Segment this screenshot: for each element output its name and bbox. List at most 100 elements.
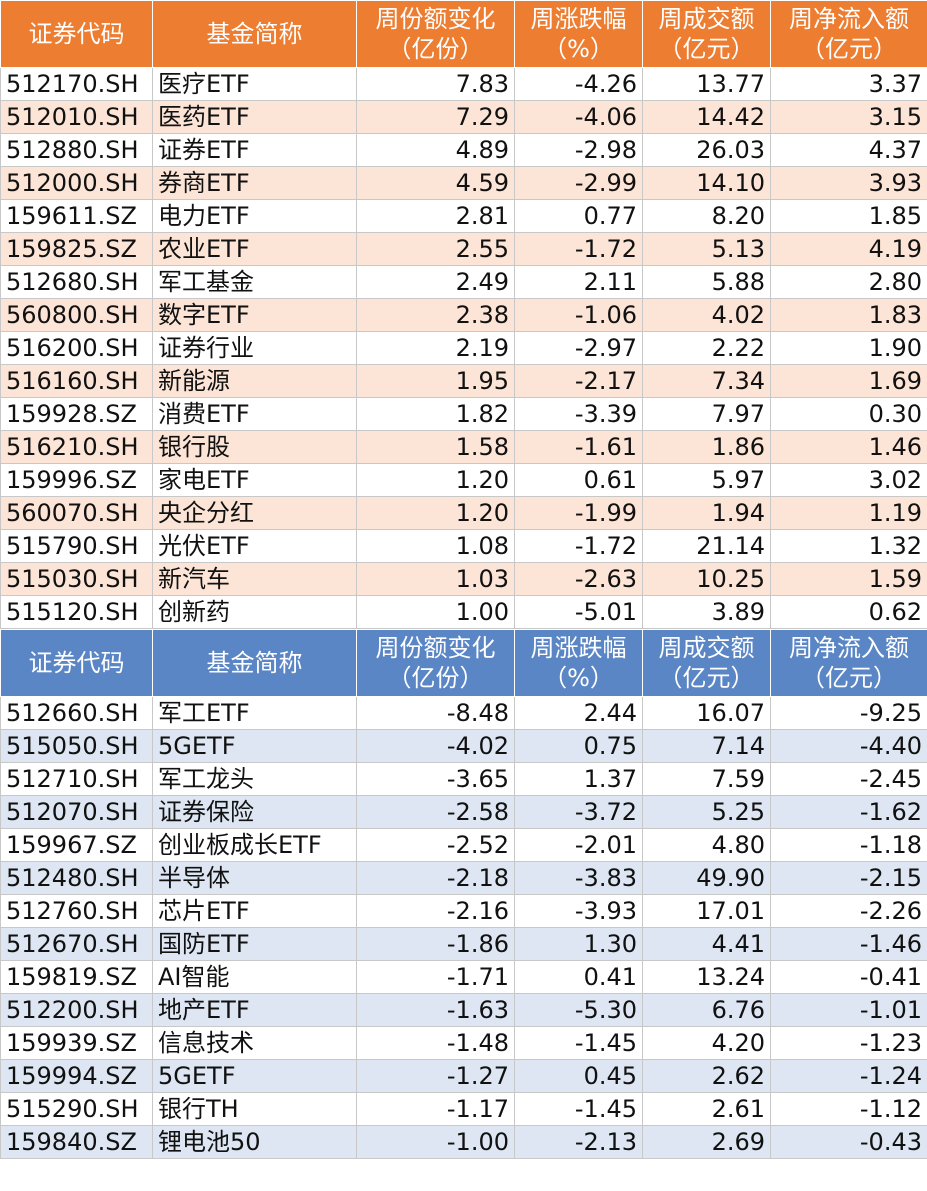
cell-share-change[interactable]: 1.58 [356, 430, 515, 464]
cell-net-inflow[interactable]: 4.37 [770, 133, 927, 167]
cell-net-inflow[interactable]: 1.59 [770, 562, 927, 596]
cell-share-change[interactable]: 2.49 [356, 265, 515, 299]
table-row[interactable]: 159825.SZ 农业ETF 2.55 -1.72 5.13 4.19 [0, 232, 927, 266]
cell-net-inflow[interactable]: 1.69 [770, 364, 927, 398]
cell-share-change[interactable]: 2.81 [356, 199, 515, 233]
cell-share-change[interactable]: -1.71 [356, 960, 515, 994]
cell-turnover[interactable]: 1.94 [642, 496, 771, 530]
cell-pct-change[interactable]: 1.30 [514, 927, 643, 961]
cell-code[interactable]: 516210.SH [0, 430, 153, 464]
cell-name[interactable]: 电力ETF [152, 199, 357, 233]
table-row[interactable]: 159819.SZ AI智能 -1.71 0.41 13.24 -0.41 [0, 960, 927, 994]
cell-code[interactable]: 515120.SH [0, 595, 153, 629]
cell-code[interactable]: 512010.SH [0, 100, 153, 134]
cell-code[interactable]: 512880.SH [0, 133, 153, 167]
cell-share-change[interactable]: 2.19 [356, 331, 515, 365]
table-row[interactable]: 159967.SZ 创业板成长ETF -2.52 -2.01 4.80 -1.18 [0, 828, 927, 862]
cell-name[interactable]: 创业板成长ETF [152, 828, 357, 862]
cell-pct-change[interactable]: 0.75 [514, 729, 643, 763]
cell-code[interactable]: 512660.SH [0, 696, 153, 730]
header-turnover[interactable]: 周成交额 （亿元） [642, 0, 771, 68]
table-row[interactable]: 515050.SH 5GETF -4.02 0.75 7.14 -4.40 [0, 729, 927, 763]
cell-turnover[interactable]: 13.77 [642, 67, 771, 101]
cell-turnover[interactable]: 7.34 [642, 364, 771, 398]
cell-name[interactable]: 军工龙头 [152, 762, 357, 796]
cell-share-change[interactable]: 2.55 [356, 232, 515, 266]
table-row[interactable]: 512170.SH 医疗ETF 7.83 -4.26 13.77 3.37 [0, 67, 927, 101]
cell-turnover[interactable]: 2.62 [642, 1059, 771, 1093]
table-row[interactable]: 159840.SZ 锂电池50 -1.00 -2.13 2.69 -0.43 [0, 1125, 927, 1159]
cell-share-change[interactable]: 1.08 [356, 529, 515, 563]
table-row[interactable]: 159994.SZ 5GETF -1.27 0.45 2.62 -1.24 [0, 1059, 927, 1093]
cell-turnover[interactable]: 13.24 [642, 960, 771, 994]
table-row[interactable]: 512680.SH 军工基金 2.49 2.11 5.88 2.80 [0, 265, 927, 299]
cell-name[interactable]: 证券行业 [152, 331, 357, 365]
cell-name[interactable]: 券商ETF [152, 166, 357, 200]
cell-turnover[interactable]: 4.41 [642, 927, 771, 961]
cell-name[interactable]: 军工ETF [152, 696, 357, 730]
cell-net-inflow[interactable]: -2.26 [770, 894, 927, 928]
cell-share-change[interactable]: -2.58 [356, 795, 515, 829]
cell-code[interactable]: 512170.SH [0, 67, 153, 101]
cell-code[interactable]: 515290.SH [0, 1092, 153, 1126]
header-pct-change[interactable]: 周涨跌幅 （%） [514, 0, 643, 68]
cell-name[interactable]: 银行股 [152, 430, 357, 464]
cell-code[interactable]: 512680.SH [0, 265, 153, 299]
cell-code[interactable]: 512000.SH [0, 166, 153, 200]
cell-net-inflow[interactable]: -2.45 [770, 762, 927, 796]
cell-share-change[interactable]: 1.20 [356, 496, 515, 530]
cell-name[interactable]: 军工基金 [152, 265, 357, 299]
cell-code[interactable]: 516160.SH [0, 364, 153, 398]
cell-pct-change[interactable]: 0.77 [514, 199, 643, 233]
cell-share-change[interactable]: 1.03 [356, 562, 515, 596]
cell-share-change[interactable]: 1.00 [356, 595, 515, 629]
header-code[interactable]: 证券代码 [0, 0, 153, 68]
cell-net-inflow[interactable]: -1.62 [770, 795, 927, 829]
cell-name[interactable]: 家电ETF [152, 463, 357, 497]
cell-net-inflow[interactable]: 2.80 [770, 265, 927, 299]
header-pct-change[interactable]: 周涨跌幅 （%） [514, 629, 643, 697]
table-row[interactable]: 512710.SH 军工龙头 -3.65 1.37 7.59 -2.45 [0, 762, 927, 796]
cell-turnover[interactable]: 7.14 [642, 729, 771, 763]
cell-code[interactable]: 159825.SZ [0, 232, 153, 266]
cell-net-inflow[interactable]: 1.46 [770, 430, 927, 464]
cell-net-inflow[interactable]: -1.46 [770, 927, 927, 961]
cell-code[interactable]: 512670.SH [0, 927, 153, 961]
cell-turnover[interactable]: 14.10 [642, 166, 771, 200]
cell-net-inflow[interactable]: -9.25 [770, 696, 927, 730]
table-row[interactable]: 512880.SH 证券ETF 4.89 -2.98 26.03 4.37 [0, 133, 927, 167]
cell-pct-change[interactable]: 0.45 [514, 1059, 643, 1093]
header-net-inflow[interactable]: 周净流入额 （亿元） [770, 629, 927, 697]
cell-net-inflow[interactable]: 3.15 [770, 100, 927, 134]
cell-net-inflow[interactable]: 0.30 [770, 397, 927, 431]
cell-pct-change[interactable]: -2.01 [514, 828, 643, 862]
cell-pct-change[interactable]: -4.26 [514, 67, 643, 101]
cell-name[interactable]: 5GETF [152, 1059, 357, 1093]
cell-share-change[interactable]: 1.20 [356, 463, 515, 497]
cell-pct-change[interactable]: -3.83 [514, 861, 643, 895]
cell-pct-change[interactable]: -4.06 [514, 100, 643, 134]
cell-net-inflow[interactable]: -0.41 [770, 960, 927, 994]
cell-code[interactable]: 515030.SH [0, 562, 153, 596]
cell-share-change[interactable]: 4.59 [356, 166, 515, 200]
cell-pct-change[interactable]: -5.01 [514, 595, 643, 629]
cell-turnover[interactable]: 7.59 [642, 762, 771, 796]
cell-pct-change[interactable]: -2.97 [514, 331, 643, 365]
cell-share-change[interactable]: -1.27 [356, 1059, 515, 1093]
cell-name[interactable]: 地产ETF [152, 993, 357, 1027]
cell-name[interactable]: 证券保险 [152, 795, 357, 829]
cell-net-inflow[interactable]: -1.12 [770, 1092, 927, 1126]
cell-turnover[interactable]: 8.20 [642, 199, 771, 233]
table-row[interactable]: 515030.SH 新汽车 1.03 -2.63 10.25 1.59 [0, 562, 927, 596]
cell-share-change[interactable]: 7.83 [356, 67, 515, 101]
cell-name[interactable]: 医疗ETF [152, 67, 357, 101]
cell-turnover[interactable]: 26.03 [642, 133, 771, 167]
cell-turnover[interactable]: 2.69 [642, 1125, 771, 1159]
cell-share-change[interactable]: 2.38 [356, 298, 515, 332]
cell-net-inflow[interactable]: 1.19 [770, 496, 927, 530]
cell-net-inflow[interactable]: 3.93 [770, 166, 927, 200]
header-turnover[interactable]: 周成交额 （亿元） [642, 629, 771, 697]
cell-pct-change[interactable]: 2.11 [514, 265, 643, 299]
cell-name[interactable]: 半导体 [152, 861, 357, 895]
cell-turnover[interactable]: 6.76 [642, 993, 771, 1027]
